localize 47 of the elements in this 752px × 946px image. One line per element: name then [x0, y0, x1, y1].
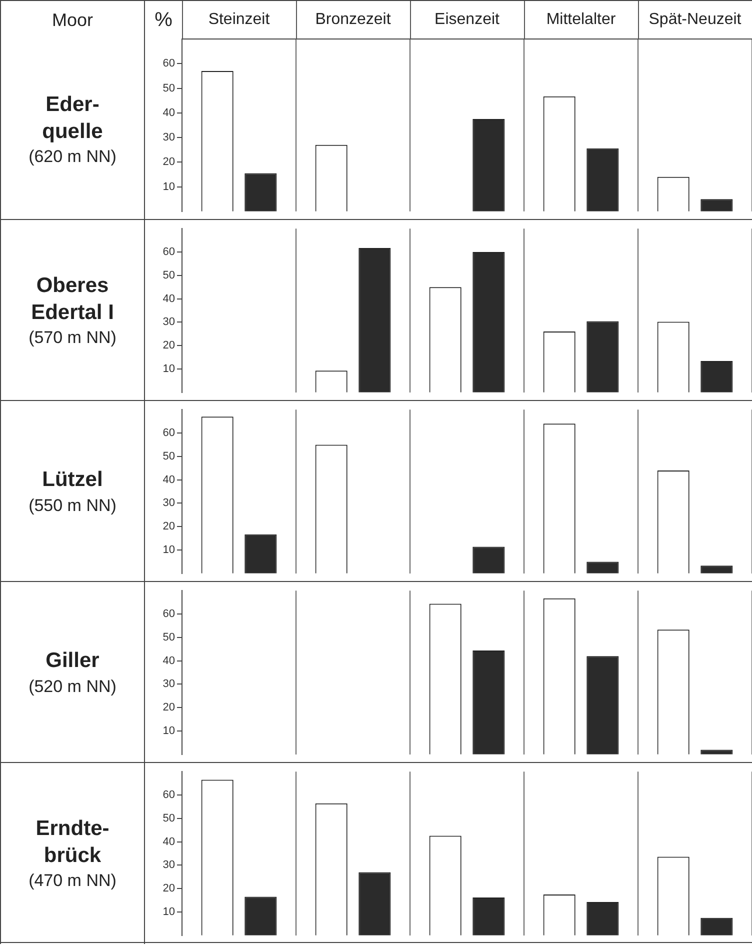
- y-tick-label: 30: [162, 678, 175, 690]
- y-tick-label: 60: [162, 246, 175, 258]
- y-tick-label: 40: [162, 106, 175, 119]
- y-tick-label: 10: [162, 363, 175, 376]
- y-tick-label: 60: [162, 427, 175, 440]
- y-tick-label: 50: [162, 631, 175, 644]
- y-tick-label: 30: [162, 132, 175, 144]
- y-tick-label: 30: [162, 497, 175, 510]
- y-tick-label: 40: [162, 474, 175, 486]
- y-tick-label: 60: [162, 58, 175, 70]
- y-tick-label: 40: [162, 836, 175, 848]
- y-tick-label: 60: [162, 608, 175, 620]
- text: Oberes Edertal I: [31, 273, 114, 326]
- text: (620 m NN): [28, 146, 116, 167]
- y-tick-label: 40: [162, 292, 175, 305]
- y-tick-label: 10: [162, 906, 175, 918]
- y-tick-label: 60: [162, 789, 175, 802]
- y-tick-label: 30: [162, 859, 175, 872]
- x-tick-label: Mittelalter: [546, 10, 616, 28]
- text: Moor: [0, 1, 145, 39]
- y-tick-label: 20: [162, 882, 175, 895]
- text: (570 m NN): [28, 328, 116, 348]
- text: Giller: [46, 648, 100, 674]
- y-tick-label: 50: [162, 269, 175, 282]
- y-tick-label: 10: [162, 544, 175, 556]
- text: Eder- quelle: [42, 92, 103, 144]
- y-tick-label: 50: [162, 450, 175, 462]
- text: Lützel: [42, 467, 103, 494]
- y-tick-label: 40: [162, 654, 175, 667]
- y-tick-label: 20: [162, 156, 175, 168]
- y-tick-label: 20: [162, 702, 175, 714]
- x-tick-label: Bronzezeit: [315, 10, 392, 28]
- x-tick-label: Steinzeit: [208, 10, 270, 28]
- y-axis-title: %: [154, 8, 174, 32]
- x-tick-label: Spät-Neuzeit: [648, 10, 742, 28]
- y-tick-label: 20: [162, 520, 175, 533]
- x-tick-label: Eisenzeit: [434, 10, 500, 28]
- text: (520 m NN): [28, 676, 116, 697]
- text: (470 m NN): [28, 870, 116, 891]
- text: (550 m NN): [28, 496, 116, 516]
- y-tick-label: 20: [162, 340, 175, 352]
- y-tick-label: 10: [162, 180, 175, 193]
- y-tick-label: 50: [162, 812, 175, 824]
- text: Erndte- brück: [36, 816, 110, 868]
- y-tick-label: 10: [162, 725, 175, 738]
- y-tick-label: 50: [162, 82, 175, 94]
- y-tick-label: 30: [162, 316, 175, 328]
